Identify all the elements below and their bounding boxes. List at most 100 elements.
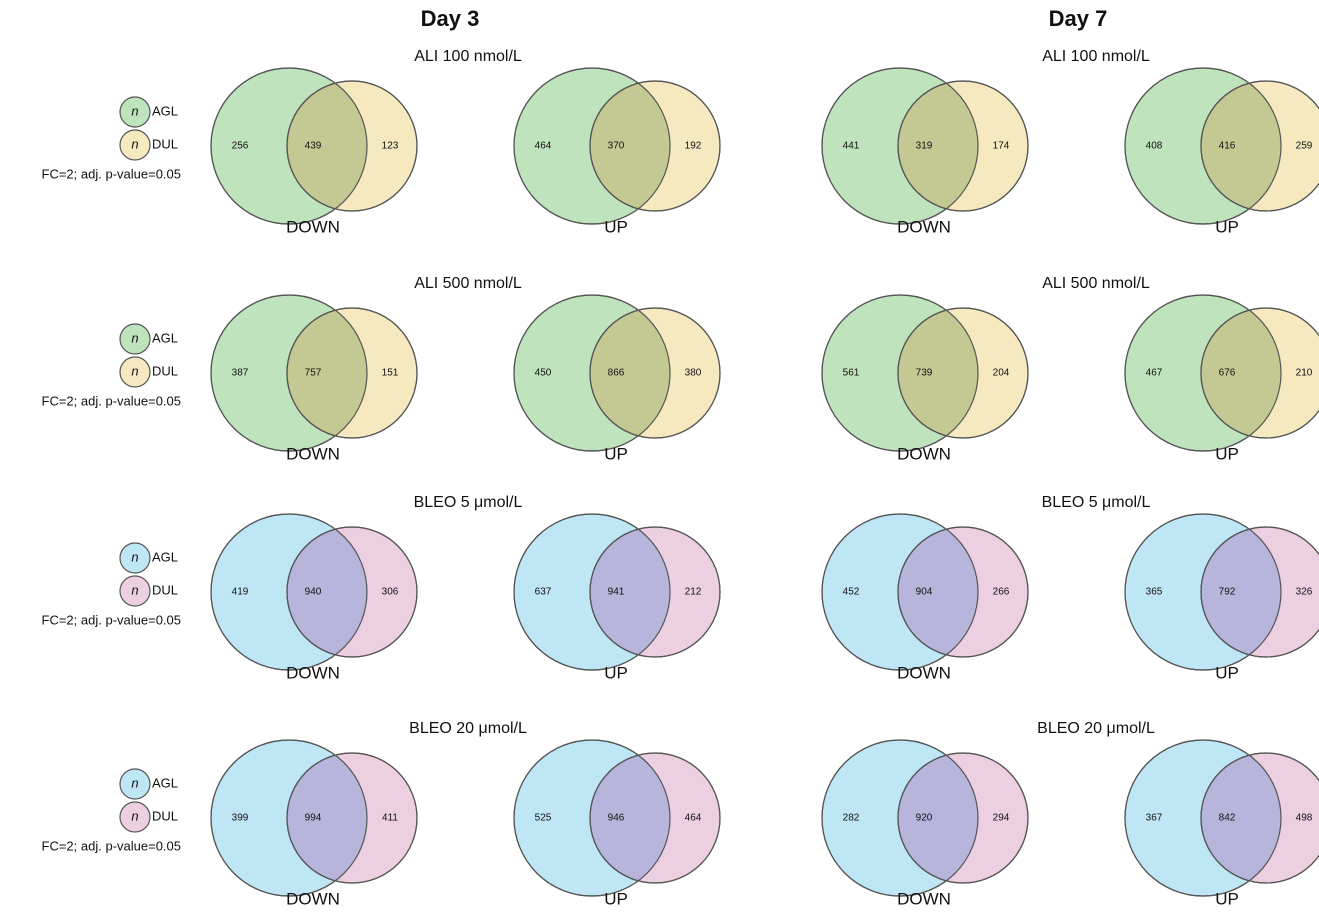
venn-left-outline: [821, 513, 979, 671]
legend-note: FC=2; adj. p-value=0.05: [42, 393, 181, 408]
count-both: 370: [608, 141, 625, 152]
legend-label: DUL: [152, 136, 178, 151]
count-left: 450: [535, 368, 552, 379]
legend-label: DUL: [152, 363, 178, 378]
count-right: 464: [685, 813, 702, 824]
venn-left-outline: [513, 67, 671, 225]
venn-left-outline: [821, 67, 979, 225]
count-left: 441: [843, 141, 860, 152]
legend-swatch: [119, 129, 151, 161]
venn-label: DOWN: [897, 217, 951, 236]
count-right: 192: [685, 141, 702, 152]
legend-label: AGL: [152, 103, 178, 118]
count-both: 319: [916, 141, 933, 152]
venn-right-outline: [897, 307, 1029, 439]
count-right: 151: [382, 368, 399, 379]
count-both: 416: [1219, 141, 1236, 152]
venn-label: DOWN: [286, 663, 340, 682]
venn-left-outline: [821, 739, 979, 897]
row-title: ALI 100 nmol/L: [414, 48, 522, 65]
count-left: 387: [232, 368, 249, 379]
legend-note: FC=2; adj. p-value=0.05: [42, 166, 181, 181]
count-both: 920: [916, 813, 933, 824]
count-right: 204: [993, 368, 1010, 379]
count-right: 306: [382, 587, 399, 598]
venn-left-outline: [210, 513, 368, 671]
count-right: 123: [382, 141, 399, 152]
venn-left-outline: [210, 294, 368, 452]
venn-label: UP: [1215, 663, 1239, 682]
venn-label: UP: [1215, 889, 1239, 908]
row-title: ALI 500 nmol/L: [414, 275, 522, 292]
count-left: 399: [232, 813, 249, 824]
legend-label: AGL: [152, 775, 178, 790]
count-right: 326: [1296, 587, 1313, 598]
venn-label: DOWN: [897, 663, 951, 682]
count-both: 941: [608, 587, 625, 598]
row-title: BLEO 5 μmol/L: [414, 494, 523, 511]
count-left: 452: [843, 587, 860, 598]
venn-label: UP: [1215, 217, 1239, 236]
column-title: Day 3: [421, 6, 480, 31]
venn-right-outline: [286, 80, 418, 212]
venn-left-outline: [1124, 739, 1282, 897]
count-both: 739: [916, 368, 933, 379]
count-right: 174: [993, 141, 1010, 152]
venn-left-outline: [821, 294, 979, 452]
count-right: 259: [1296, 141, 1313, 152]
venn-right-outline: [589, 80, 721, 212]
count-left: 419: [232, 587, 249, 598]
venn-right-outline: [286, 752, 418, 884]
count-left: 256: [232, 141, 249, 152]
count-right: 210: [1296, 368, 1313, 379]
legend-label: AGL: [152, 549, 178, 564]
venn-label: DOWN: [286, 217, 340, 236]
legend-swatch: [119, 575, 151, 607]
venn-left-outline: [513, 513, 671, 671]
count-both: 439: [305, 141, 322, 152]
row-title: BLEO 20 μmol/L: [409, 720, 527, 737]
legend-label: DUL: [152, 808, 178, 823]
venn-left-outline: [1124, 67, 1282, 225]
count-left: 467: [1146, 368, 1163, 379]
venn-left-outline: [210, 67, 368, 225]
count-left: 408: [1146, 141, 1163, 152]
count-left: 637: [535, 587, 552, 598]
count-left: 282: [843, 813, 860, 824]
venn-label: DOWN: [286, 889, 340, 908]
venn-right-outline: [1200, 80, 1319, 212]
legend-swatch: [119, 542, 151, 574]
venn-label: UP: [604, 217, 628, 236]
venn-left-outline: [513, 294, 671, 452]
venn-right-outline: [589, 307, 721, 439]
legend-swatch: [119, 323, 151, 355]
count-both: 946: [608, 813, 625, 824]
row-title: BLEO 5 μmol/L: [1042, 494, 1151, 511]
count-both: 940: [305, 587, 322, 598]
venn-right-outline: [589, 526, 721, 658]
count-right: 380: [685, 368, 702, 379]
venn-left-outline: [1124, 513, 1282, 671]
row-title: BLEO 20 μmol/L: [1037, 720, 1155, 737]
count-both: 792: [1219, 587, 1236, 598]
count-both: 866: [608, 368, 625, 379]
count-left: 525: [535, 813, 552, 824]
count-left: 367: [1146, 813, 1163, 824]
count-left: 561: [843, 368, 860, 379]
count-right: 212: [685, 587, 702, 598]
legend-symbol: n: [131, 549, 138, 564]
count-right: 266: [993, 587, 1010, 598]
legend-symbol: n: [131, 136, 138, 151]
venn-left-outline: [1124, 294, 1282, 452]
venn-left-outline: [513, 739, 671, 897]
legend-symbol: n: [131, 103, 138, 118]
legend-note: FC=2; adj. p-value=0.05: [42, 612, 181, 627]
venn-label: DOWN: [286, 444, 340, 463]
row-title: ALI 500 nmol/L: [1042, 275, 1150, 292]
legend-swatch: [119, 96, 151, 128]
count-right: 411: [382, 813, 398, 824]
venn-label: UP: [604, 889, 628, 908]
venn-label: UP: [1215, 444, 1239, 463]
count-both: 676: [1219, 368, 1236, 379]
